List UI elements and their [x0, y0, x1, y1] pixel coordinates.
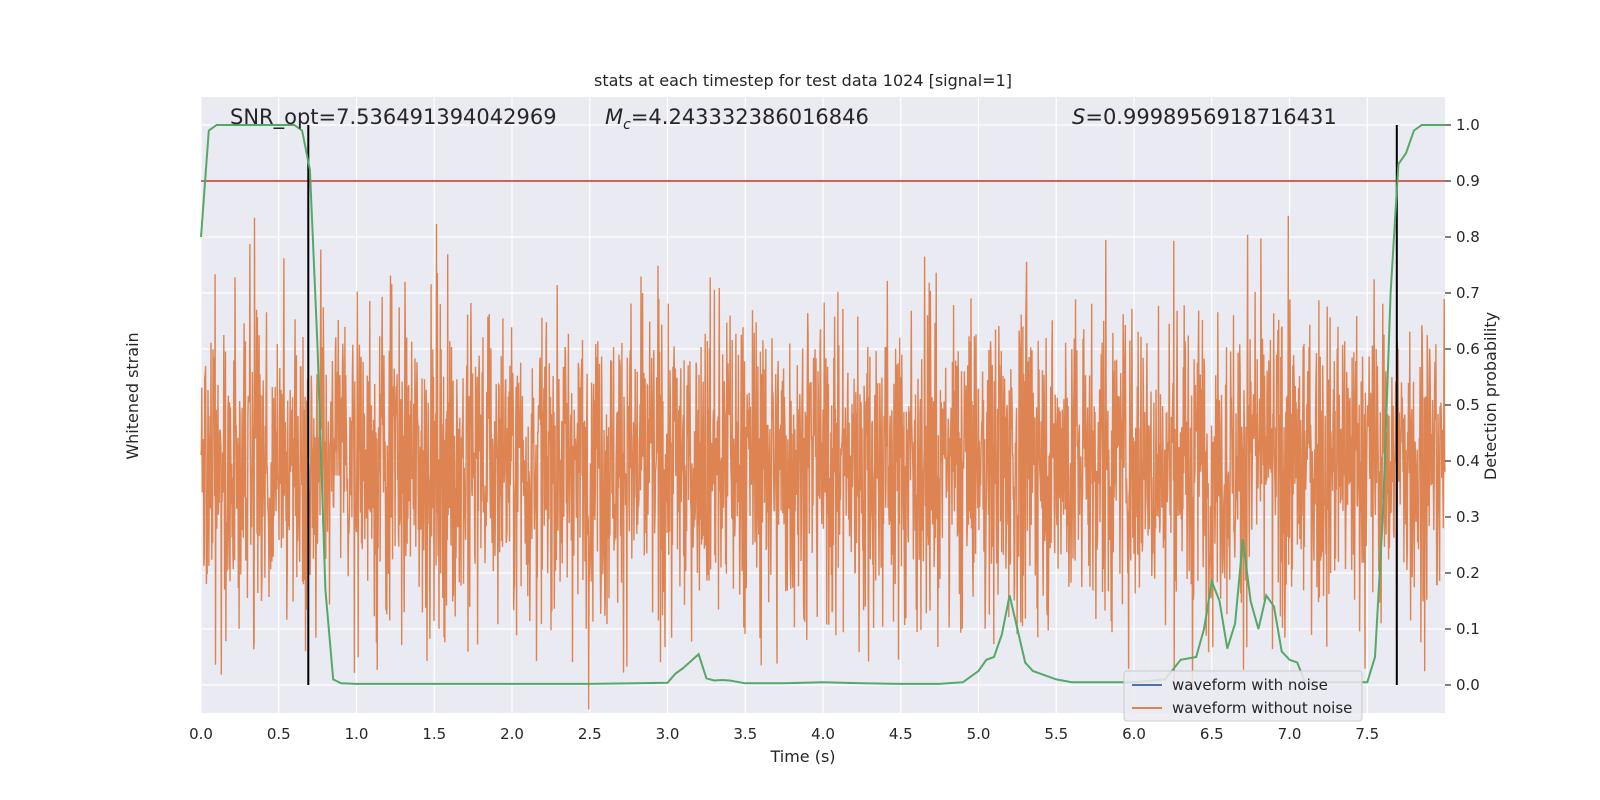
- x-tick-label: 7.5: [1355, 725, 1379, 743]
- y-tick-label: 0.9: [1456, 172, 1480, 190]
- y-tick-label: 0.3: [1456, 508, 1480, 526]
- mc-annotation: Mc=4.243332386016846: [605, 105, 869, 133]
- x-tick-label: 6.5: [1200, 725, 1224, 743]
- x-axis-ticks: 0.0 0.5 1.0 1.5 2.0 2.5 3.0 3.5 4.0 4.5 5.0 5.5 6.0 6…: [189, 725, 1379, 743]
- legend-entry-without-noise: waveform without noise: [1172, 699, 1352, 717]
- x-tick-label: 1.0: [345, 725, 369, 743]
- y-tick-label: 0.7: [1456, 284, 1480, 302]
- x-tick-label: 4.0: [811, 725, 835, 743]
- y-tick-label: 0.1: [1456, 620, 1480, 638]
- x-tick-label: 5.0: [967, 725, 991, 743]
- y-tick-label: 1.0: [1456, 116, 1480, 134]
- x-tick-label: 2.0: [500, 725, 524, 743]
- y-tick-label: 0.2: [1456, 564, 1480, 582]
- x-tick-label: 5.5: [1044, 725, 1068, 743]
- strain-series-without-noise: [200, 215, 1446, 710]
- x-axis-label: Time (s): [769, 747, 835, 766]
- vertical-markers: [307, 125, 1398, 685]
- left-axis-label: Whitened strain: [123, 332, 142, 459]
- x-tick-label: 6.0: [1122, 725, 1146, 743]
- y-tick-label: 0.5: [1456, 396, 1480, 414]
- right-axis-label: Detection probability: [1481, 312, 1500, 480]
- x-tick-label: 3.5: [733, 725, 757, 743]
- y-tick-label: 0.4: [1456, 452, 1480, 470]
- s-annotation: S=0.9998956918716431: [1072, 105, 1337, 129]
- y-tick-label: 0.6: [1456, 340, 1480, 358]
- x-tick-label: 0.5: [267, 725, 291, 743]
- strain-trace: [200, 215, 1446, 710]
- snr-annotation: SNR_opt=7.536491394042969: [230, 105, 557, 130]
- x-tick-label: 3.0: [656, 725, 680, 743]
- legend-entry-with-noise: waveform with noise: [1172, 676, 1328, 694]
- x-tick-label: 7.0: [1278, 725, 1302, 743]
- chart-title: stats at each timestep for test data 102…: [594, 71, 1012, 90]
- y-tick-label: 0.8: [1456, 228, 1480, 246]
- y-tick-label: 0.0: [1456, 676, 1480, 694]
- right-axis-ticks: 0.0 0.1 0.2 0.3 0.4 0.5 0.6 0.7 0.8 0.9 1.0: [1445, 116, 1480, 694]
- x-tick-label: 4.5: [889, 725, 913, 743]
- x-tick-label: 0.0: [189, 725, 213, 743]
- legend-box: [1123, 670, 1363, 722]
- x-tick-label: 1.5: [422, 725, 446, 743]
- x-tick-label: 2.5: [578, 725, 602, 743]
- legend: waveform with noise waveform without noi…: [1123, 670, 1363, 722]
